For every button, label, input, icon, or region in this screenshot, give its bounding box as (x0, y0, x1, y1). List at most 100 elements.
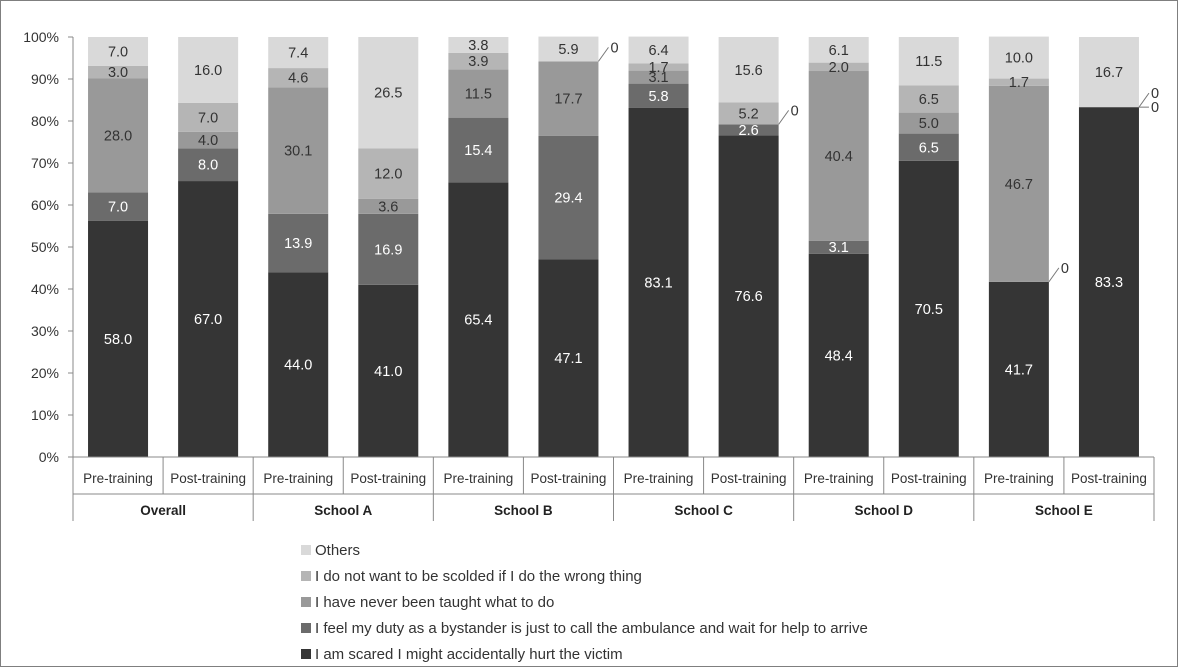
x-tick-label: Post-training (350, 471, 426, 486)
data-label: 48.4 (825, 348, 853, 364)
legend-label: I feel my duty as a bystander is just to… (315, 620, 868, 637)
data-label: 2.0 (829, 60, 849, 76)
data-label: 40.4 (825, 149, 853, 165)
legend-label: Others (315, 542, 360, 559)
legend-item: I have never been taught what to do (301, 589, 868, 615)
data-label: 4.0 (198, 133, 218, 149)
x-tick-label: Pre-training (984, 471, 1054, 486)
legend-item: I feel my duty as a bystander is just to… (301, 615, 868, 641)
data-label: 7.0 (108, 44, 128, 60)
data-label: 0 (1061, 261, 1069, 277)
data-label: 7.0 (108, 200, 128, 216)
y-tick-label: 70% (31, 155, 59, 171)
data-label: 65.4 (464, 313, 492, 329)
legend-item: I am scared I might accidentally hurt th… (301, 641, 868, 667)
data-label: 44.0 (284, 358, 312, 374)
y-tick-label: 100% (23, 29, 59, 45)
data-label: 7.4 (288, 46, 308, 62)
chart-frame: 0% 10% 20% 30% 40% 50% 60% 70% 80% 90% 100% 58.0 7.… (0, 0, 1178, 667)
legend-label: I have never been taught what to do (315, 594, 554, 611)
data-label: 11.5 (465, 86, 492, 102)
data-label: 0 (610, 40, 618, 56)
data-label: 6.4 (648, 43, 668, 59)
data-label: 83.1 (644, 275, 672, 291)
callout-leader (779, 110, 789, 124)
legend-label: I am scared I might accidentally hurt th… (315, 646, 623, 663)
data-label: 17.7 (554, 92, 582, 108)
data-label: 1.7 (648, 60, 668, 76)
legend-swatch (301, 649, 311, 659)
legend-swatch (301, 545, 311, 555)
data-label: 11.5 (915, 54, 942, 70)
y-tick-label: 60% (31, 197, 59, 213)
data-label: 47.1 (554, 351, 582, 367)
x-tick-label: Post-training (170, 471, 246, 486)
x-tick-label: Pre-training (443, 471, 513, 486)
data-label: 10.0 (1005, 51, 1033, 67)
y-tick-label: 20% (31, 365, 59, 381)
legend-label: I do not want to be scolded if I do the … (315, 568, 642, 585)
data-label: 6.5 (919, 92, 939, 108)
legend-swatch (301, 597, 311, 607)
data-label: 58.0 (104, 332, 132, 348)
data-label: 3.9 (468, 54, 488, 70)
data-label: 26.5 (374, 86, 402, 102)
legend-swatch (301, 623, 311, 633)
data-label: 5.9 (558, 42, 578, 58)
group-label: School E (1035, 503, 1093, 518)
data-label: 46.7 (1005, 177, 1033, 193)
data-label: 3.1 (829, 240, 849, 256)
data-label: 16.7 (1095, 65, 1123, 81)
data-label: 5.0 (919, 116, 939, 132)
y-tick-label: 0% (39, 449, 59, 465)
y-tick-label: 80% (31, 113, 59, 129)
x-tick-label: Pre-training (263, 471, 333, 486)
data-label: 5.8 (648, 89, 668, 105)
data-label: 0 (791, 103, 799, 119)
bar-overall-pre-training (88, 37, 148, 457)
callout-leader (598, 47, 608, 61)
data-label: 41.0 (374, 364, 402, 380)
data-label: 70.5 (915, 302, 943, 318)
group-label: School A (314, 503, 372, 518)
data-label: 8.0 (198, 158, 218, 174)
data-label: 6.5 (919, 140, 939, 156)
callout-leader (1049, 268, 1059, 282)
data-label: 16.0 (194, 63, 222, 79)
data-label: 1.7 (1009, 75, 1029, 91)
data-label: 28.0 (104, 128, 132, 144)
data-label: 6.1 (829, 43, 849, 59)
bar-school-e-pre-training (989, 37, 1049, 457)
data-label: 4.6 (288, 71, 308, 87)
group-label: School C (674, 503, 733, 518)
x-tick-label: Pre-training (804, 471, 874, 486)
data-label: 83.3 (1095, 275, 1123, 291)
data-label: 7.0 (198, 110, 218, 126)
legend-item: Others (301, 537, 868, 563)
x-tick-label: Post-training (891, 471, 967, 486)
group-label: School D (854, 503, 913, 518)
y-axis: 0% 10% 20% 30% 40% 50% 60% 70% 80% 90% 100% (23, 29, 73, 465)
data-label: 3.6 (378, 199, 398, 215)
group-label: Overall (140, 503, 186, 518)
bar-overall-post-training (178, 37, 238, 457)
data-label: 30.1 (284, 144, 312, 160)
y-tick-label: 50% (31, 239, 59, 255)
callout-leader (1139, 93, 1149, 107)
data-label: 0 (1151, 100, 1159, 116)
bar-school-e-post-training (1079, 37, 1139, 457)
x-tick-label: Pre-training (624, 471, 694, 486)
data-label: 2.6 (739, 123, 759, 139)
legend-swatch (301, 571, 311, 581)
data-label: 15.4 (464, 143, 492, 159)
data-label: 12.0 (374, 167, 402, 183)
data-label: 41.7 (1005, 362, 1033, 378)
legend: Others I do not want to be scolded if I d… (301, 537, 868, 667)
data-label: 15.6 (735, 63, 763, 79)
data-label: 5.2 (739, 106, 759, 122)
legend-item: I do not want to be scolded if I do the … (301, 563, 868, 589)
data-label: 29.4 (554, 190, 582, 206)
data-label: 76.6 (735, 289, 763, 305)
group-label: School B (494, 503, 553, 518)
x-tick-label: Post-training (1071, 471, 1147, 486)
